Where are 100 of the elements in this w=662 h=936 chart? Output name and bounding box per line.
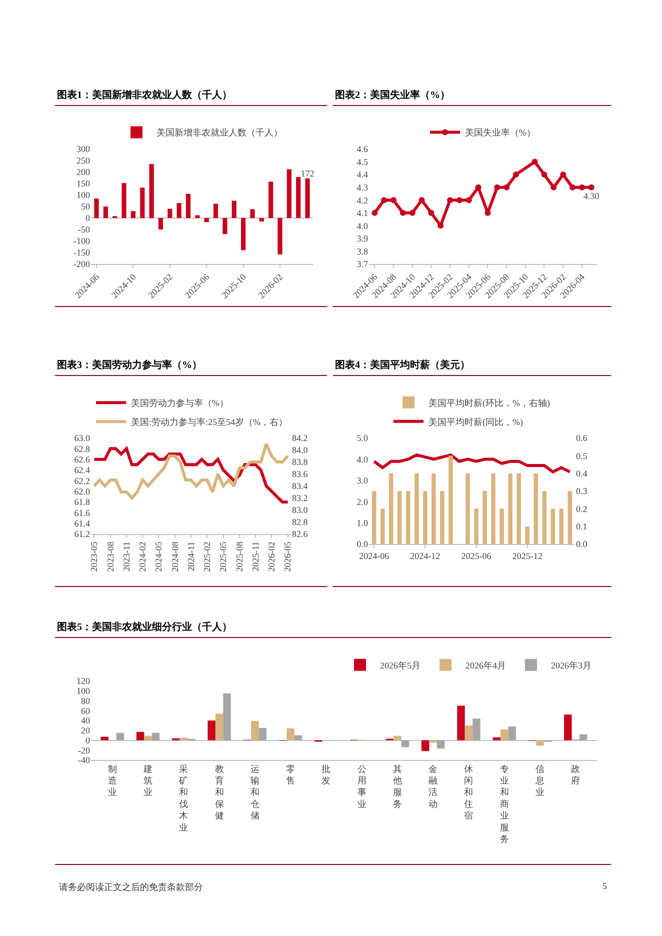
y-tick-label: 62.2: [74, 476, 90, 486]
y2-tick-label: 82.6: [292, 529, 308, 540]
point: [400, 210, 406, 216]
bar: [122, 183, 126, 218]
bar: [492, 737, 500, 740]
bar: [389, 473, 394, 544]
y2-tick-label: 83.6: [292, 469, 308, 480]
y-tick-label: 50: [81, 202, 90, 212]
y-tick-label: -200: [74, 259, 90, 270]
bar: [213, 204, 218, 218]
y-tick-label: 62.8: [74, 444, 90, 454]
y-tick-label: 62.0: [74, 486, 90, 496]
x-tick-label: 批发: [322, 764, 331, 786]
x-tick-label: 2024-06: [359, 550, 390, 561]
x-tick-label: 2025-06: [461, 550, 492, 561]
bar: [448, 456, 453, 544]
bar: [500, 508, 504, 544]
y-tick-label: 4.3: [356, 182, 368, 192]
bar: [258, 728, 266, 740]
y2-tick-label: 0.1: [576, 521, 588, 532]
point: [512, 172, 519, 178]
bar: [466, 473, 470, 544]
legend-label: 美国失业率（%）: [465, 128, 536, 138]
bar: [152, 732, 160, 740]
bar: [414, 473, 419, 544]
bar: [380, 508, 385, 544]
x-tick-label: 建筑业: [142, 764, 153, 798]
x-tick-label: 金融活动: [428, 764, 438, 809]
y-tick-label: 300: [76, 144, 90, 154]
y2-tick-label: 83.0: [292, 505, 308, 516]
legend-label: 2026年5月: [380, 660, 420, 670]
bar: [305, 178, 310, 218]
y-tick-label: 2.0: [356, 496, 368, 507]
x-tick-label: 2025-11: [250, 542, 260, 572]
y-tick-label: 40: [81, 716, 90, 726]
point: [456, 197, 462, 204]
y-tick-label: 5.0: [356, 433, 368, 444]
bar: [223, 693, 231, 740]
point: [372, 210, 378, 216]
y-tick-label: 3.7: [356, 259, 368, 270]
x-tick-label: 教育和保健: [214, 764, 224, 821]
y2-tick-label: 84.2: [292, 433, 308, 444]
point: [588, 184, 594, 190]
x-tick-label: 其他服务: [392, 764, 402, 809]
bar: [559, 508, 564, 544]
bar: [457, 706, 465, 740]
y2-tick-label: 83.2: [292, 493, 308, 504]
y-tick-label: 200: [76, 167, 90, 178]
bar: [168, 208, 172, 218]
x-tick-label: 2024-02: [138, 542, 148, 572]
legend-label: 美国平均时薪(环比，%，右轴): [428, 398, 550, 408]
y2-tick-label: 82.8: [292, 517, 308, 528]
legend-label: 美国:劳动力参与率:25至54岁（%，右）: [131, 417, 288, 428]
y-tick-label: 4.4: [356, 170, 368, 180]
bar: [204, 218, 209, 222]
bar: [491, 473, 496, 544]
bar: [149, 164, 154, 218]
legend-label: 美国平均时薪(同比，%): [428, 416, 523, 427]
bar: [542, 491, 546, 544]
y2-tick-label: 0.5: [576, 450, 588, 461]
bar: [144, 736, 152, 740]
point: [494, 184, 500, 190]
y-tick-label: 61.4: [74, 518, 90, 528]
x-tick-label: 2026-05: [282, 541, 293, 572]
y-tick-label: -150: [74, 248, 90, 258]
y-tick-label: 80: [81, 696, 90, 706]
bar: [440, 491, 444, 544]
chart-title: 图表3：美国劳动力参与率（%）: [55, 356, 327, 376]
bar: [508, 726, 516, 740]
x-tick-label: 2023-05: [89, 541, 100, 572]
bar: [116, 732, 124, 740]
line-series: [372, 453, 572, 474]
bar: [464, 725, 473, 740]
y-tick-label: 3.0: [356, 476, 368, 486]
data-label: 172: [300, 168, 314, 178]
bar: [278, 218, 282, 254]
point: [532, 158, 538, 165]
legend-label: 2026年3月: [551, 660, 592, 670]
point: [428, 210, 434, 216]
y-tick-label: 0: [86, 735, 90, 746]
bar: [472, 718, 480, 740]
bar: [394, 736, 402, 740]
x-tick-label: 2025-12: [512, 550, 542, 561]
y2-tick-label: 0.4: [576, 468, 588, 478]
y-tick-label: 4.6: [356, 144, 368, 154]
bar: [195, 215, 200, 218]
bar: [474, 508, 478, 544]
y-tick-label: -40: [78, 755, 90, 766]
y-tick-label: 60: [81, 706, 90, 716]
bar: [94, 198, 99, 218]
y-tick-label: -50: [78, 224, 90, 235]
bar: [398, 491, 402, 544]
point: [447, 197, 454, 204]
text: 请务必阅读正文之后的免责条款部分: [59, 881, 203, 894]
y2-tick-label: 84.0: [292, 445, 308, 456]
y-tick-label: 250: [76, 156, 90, 166]
bar: [482, 491, 487, 544]
y-tick-label: 62.6: [74, 454, 90, 464]
x-tick-label: 零售: [286, 764, 296, 786]
chart-title: 图表2：美国失业率（%）: [333, 86, 611, 106]
